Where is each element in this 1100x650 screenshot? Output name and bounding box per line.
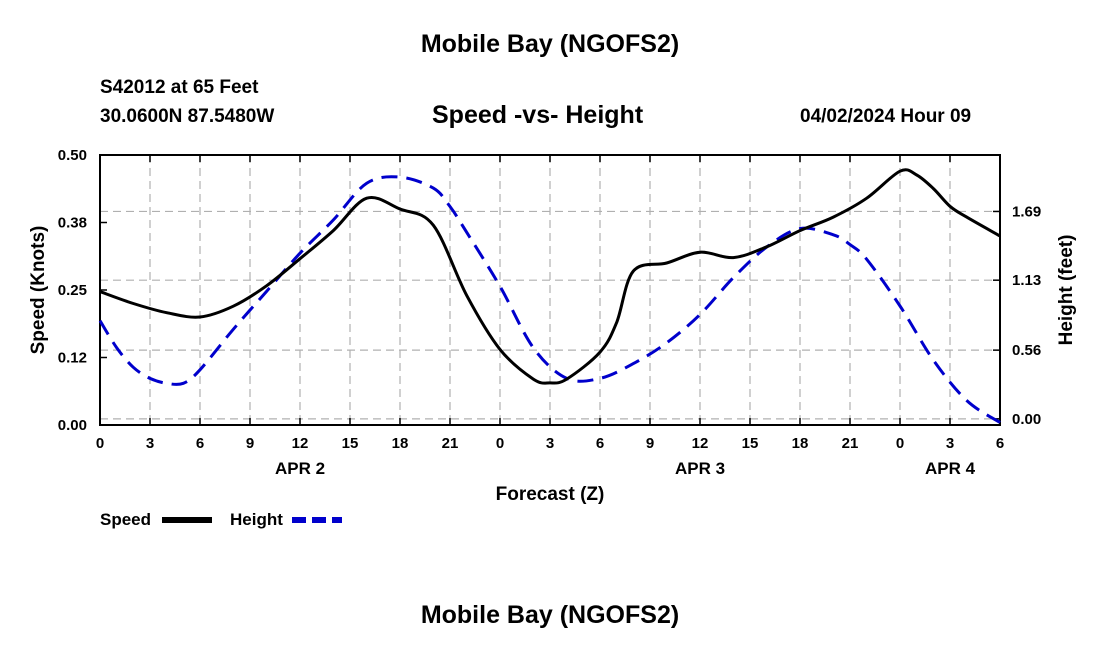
x-tick-label: 6 [996,435,1004,452]
forecast-datetime: 04/02/2024 Hour 09 [800,106,972,127]
y2-tick-label: 0.00 [1012,411,1041,428]
x-tick-label: 12 [292,435,309,452]
footer-title: Mobile Bay (NGOFS2) [420,601,680,629]
x-tick-label: 0 [496,435,504,452]
x-tick-label: 0 [96,435,104,452]
station-coordinates: 30.0600N 87.5480W [100,106,275,127]
date-label: APR 4 [925,459,976,478]
y-tick-label: 0.12 [58,350,87,367]
speed-series-line [99,168,1001,385]
y-tick-label: 0.00 [58,417,87,434]
x-tick-label: 9 [646,435,654,452]
x-tick-label: 21 [842,435,859,452]
legend: Speed Height [100,510,342,529]
y2-tick-label: 1.69 [1012,203,1041,220]
station-label: S42012 at 65 Feet [100,77,259,98]
x-tick-label: 3 [946,435,954,452]
x-tick-label: 21 [442,435,459,452]
x-tick-label: 0 [896,435,904,452]
x-tick-label: 3 [546,435,554,452]
date-label: APR 3 [675,459,725,478]
legend-speed-label: Speed [100,510,151,529]
y-tick-label: 0.25 [58,282,87,299]
chart-title: Mobile Bay (NGOFS2) [420,30,680,58]
y2-tick-label: 1.13 [1012,272,1041,289]
y-tick-label: 0.50 [58,147,87,164]
x-tick-label: 15 [742,435,759,452]
chart-subtitle: Speed -vs- Height [432,101,644,129]
x-tick-label: 15 [342,435,359,452]
x-tick-label: 9 [246,435,254,452]
x-tick-label: 18 [392,435,409,452]
x-axis-label: Forecast (Z) [496,484,605,505]
legend-height-label: Height [230,510,283,529]
y2-axis-label: Height (feet) [1056,235,1077,346]
date-label: APR 2 [275,459,325,478]
x-tick-label: 12 [692,435,709,452]
series-layer [98,168,1001,424]
y2-tick-label: 0.56 [1012,342,1041,359]
y-axis-label: Speed (Knots) [28,226,49,355]
x-tick-label: 6 [196,435,204,452]
grid-lines [100,155,1000,425]
axis-labels: 0 3 6 9 12 15 18 21 0 3 6 9 12 15 18 21 0 3 6 0.00 0.12 0.25 0… [58,147,1041,478]
x-tick-label: 6 [596,435,604,452]
y-tick-label: 0.38 [58,215,87,232]
x-tick-label: 3 [146,435,154,452]
x-tick-label: 18 [792,435,809,452]
axis-ticks [99,154,1001,426]
